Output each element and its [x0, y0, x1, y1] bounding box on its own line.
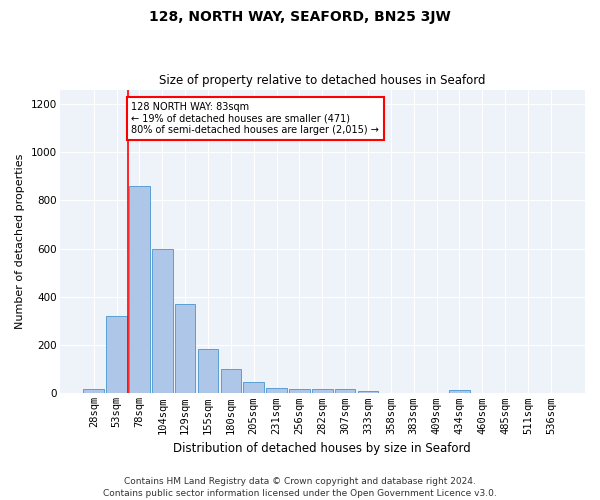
Text: Contains HM Land Registry data © Crown copyright and database right 2024.
Contai: Contains HM Land Registry data © Crown c…: [103, 476, 497, 498]
Bar: [198, 349, 218, 394]
Bar: [335, 388, 355, 394]
Text: 128, NORTH WAY, SEAFORD, BN25 3JW: 128, NORTH WAY, SEAFORD, BN25 3JW: [149, 10, 451, 24]
Bar: [83, 390, 104, 394]
Bar: [152, 248, 173, 394]
Title: Size of property relative to detached houses in Seaford: Size of property relative to detached ho…: [159, 74, 485, 87]
Y-axis label: Number of detached properties: Number of detached properties: [15, 154, 25, 329]
Bar: [244, 382, 264, 394]
Text: 128 NORTH WAY: 83sqm
← 19% of detached houses are smaller (471)
80% of semi-deta: 128 NORTH WAY: 83sqm ← 19% of detached h…: [131, 102, 379, 135]
Bar: [289, 389, 310, 394]
Bar: [106, 316, 127, 394]
Bar: [221, 368, 241, 394]
X-axis label: Distribution of detached houses by size in Seaford: Distribution of detached houses by size …: [173, 442, 471, 455]
Bar: [449, 390, 470, 394]
Bar: [175, 304, 196, 394]
Bar: [129, 186, 150, 394]
Bar: [358, 391, 378, 394]
Bar: [312, 389, 332, 394]
Bar: [266, 388, 287, 394]
